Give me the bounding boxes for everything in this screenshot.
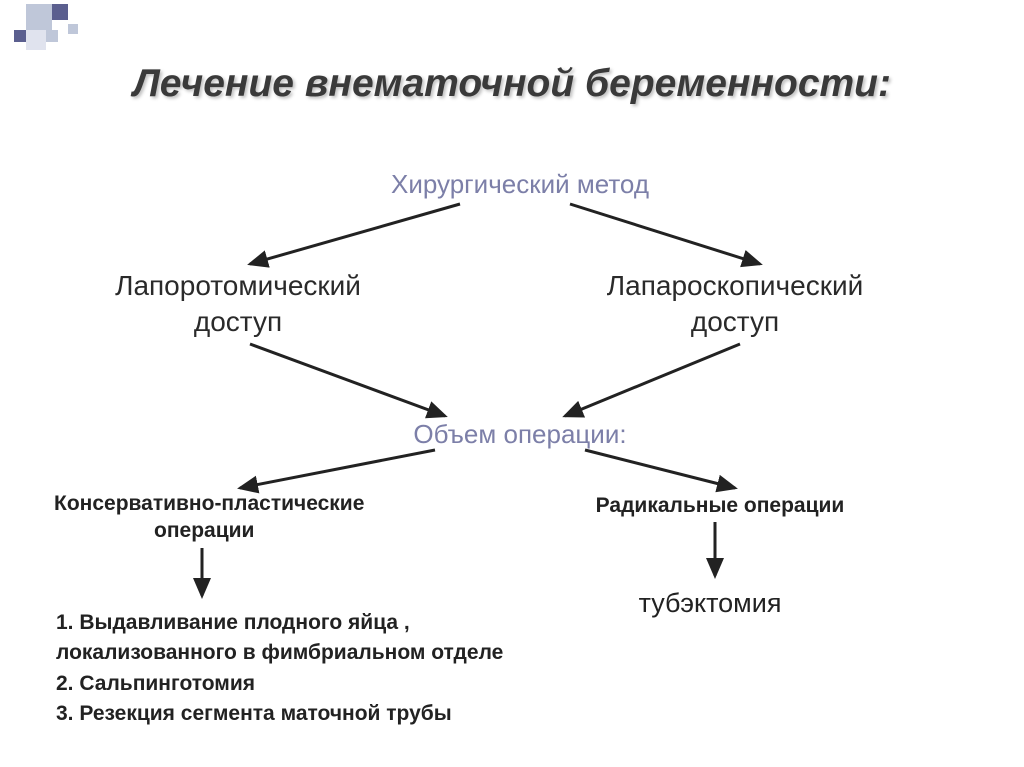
node-conservative-l1: Консервативно-пластические xyxy=(54,490,434,517)
deco-square xyxy=(26,4,52,30)
node-conservative: Консервативно-пластические операции xyxy=(54,490,434,545)
deco-square xyxy=(46,30,58,42)
deco-square xyxy=(26,30,46,50)
node-right-access-l1: Лапароскопический xyxy=(555,268,915,304)
conservative-list: 1. Выдавливание плодного яйца ,локализов… xyxy=(56,608,556,730)
arrow xyxy=(570,204,760,264)
list-line: 1. Выдавливание плодного яйца , xyxy=(56,608,556,638)
deco-square xyxy=(14,30,26,42)
list-line: локализованного в фимбриальном отделе xyxy=(56,638,556,668)
node-left-access-l1: Лапоротомический xyxy=(78,268,398,304)
arrow xyxy=(585,450,735,488)
node-right-access-l2: доступ xyxy=(555,304,915,340)
deco-square xyxy=(68,24,78,34)
node-volume: Объем операции: xyxy=(370,418,670,452)
arrow xyxy=(250,204,460,264)
node-right-access: Лапароскопический доступ xyxy=(555,268,915,341)
list-line: 2. Сальпинготомия xyxy=(56,669,556,699)
slide-title: Лечение внематочной беременности: xyxy=(0,62,1024,106)
node-tubectomy: тубэктомия xyxy=(600,586,820,621)
list-line: 3. Резекция сегмента маточной трубы xyxy=(56,699,556,729)
arrow xyxy=(565,344,740,416)
deco-square xyxy=(52,4,68,20)
node-conservative-l2: операции xyxy=(54,517,434,544)
node-root: Хирургический метод xyxy=(360,168,680,202)
node-left-access: Лапоротомический доступ xyxy=(78,268,398,341)
arrow xyxy=(250,344,445,416)
arrow xyxy=(240,450,435,488)
corner-decoration xyxy=(0,0,90,60)
node-left-access-l2: доступ xyxy=(78,304,398,340)
node-radical: Радикальные операции xyxy=(555,492,885,519)
